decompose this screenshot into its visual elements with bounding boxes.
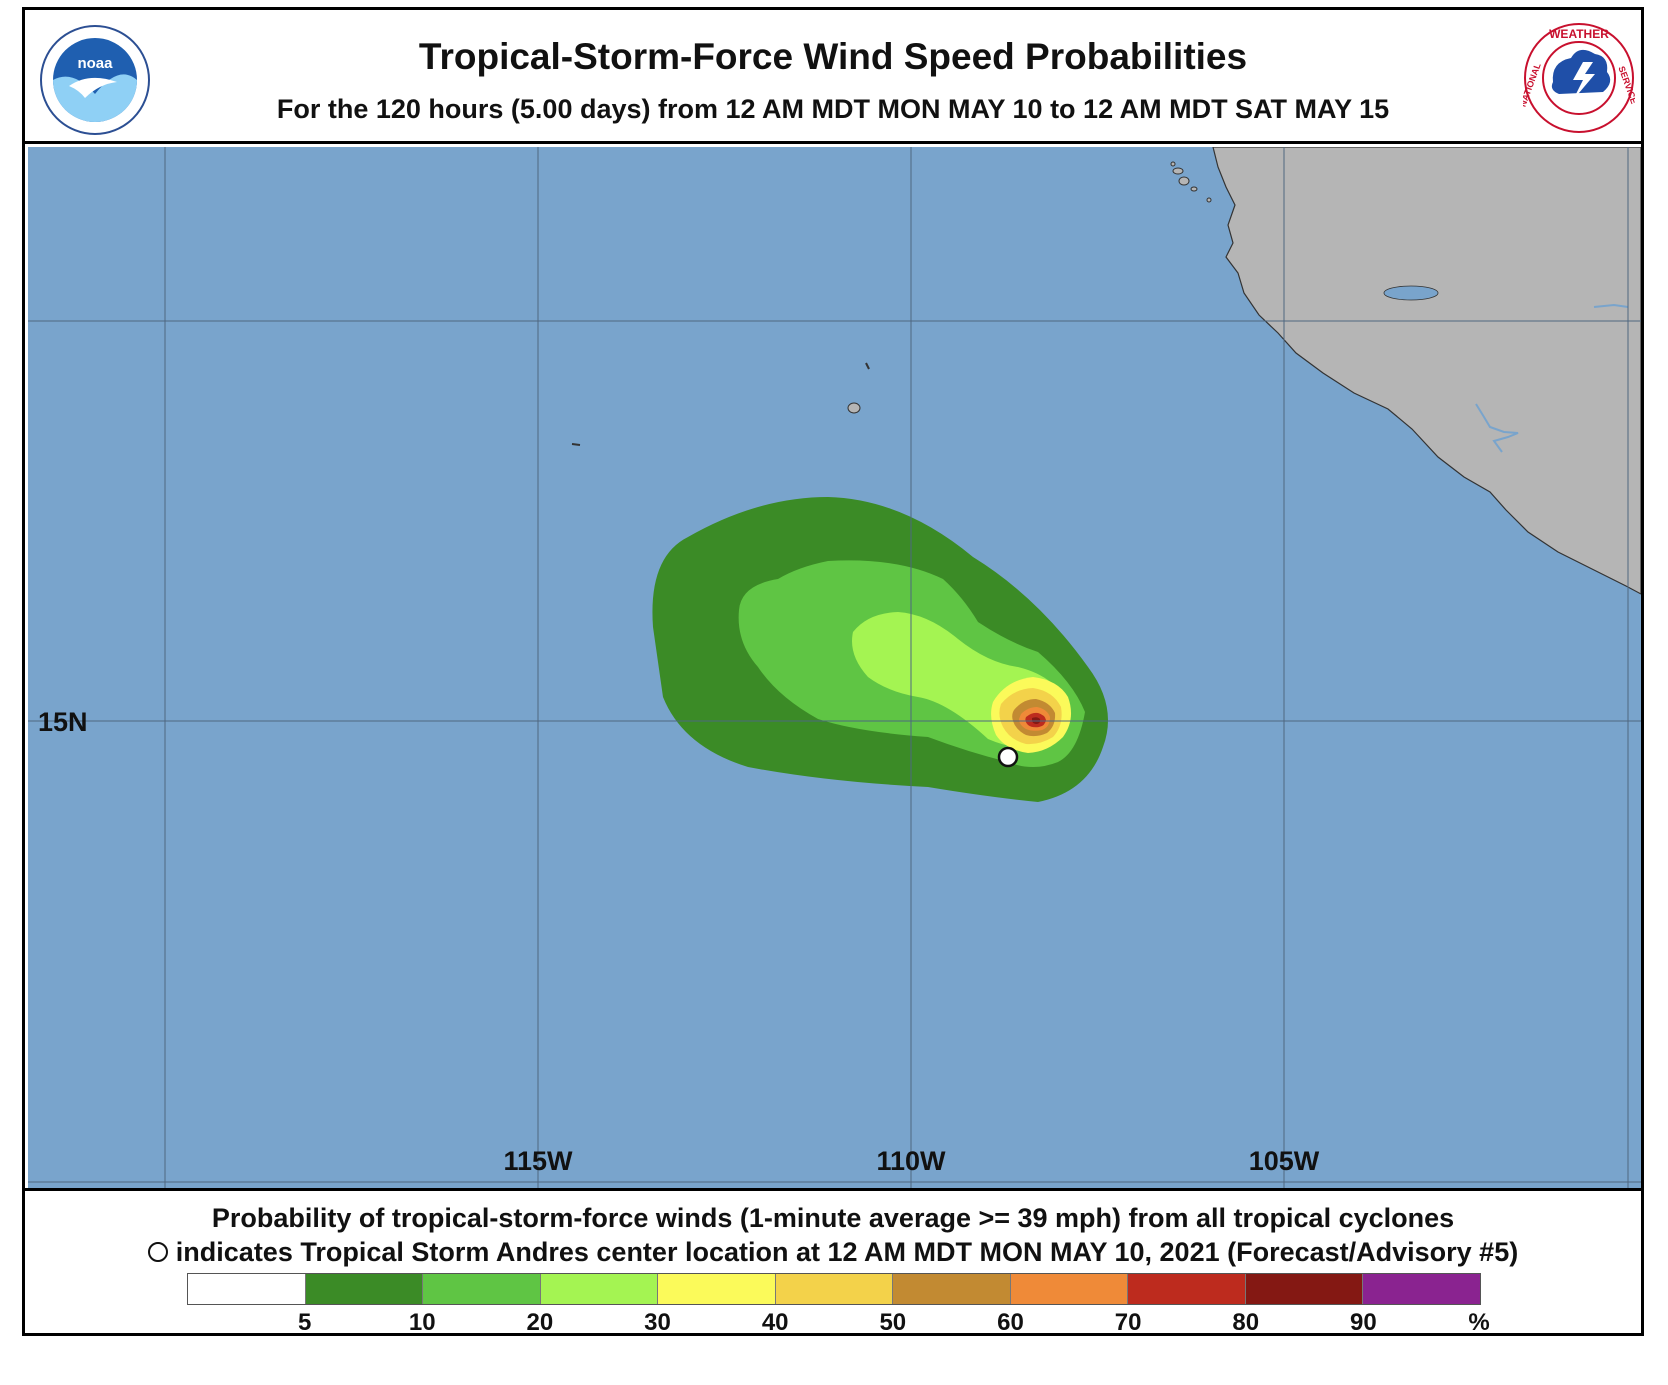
center-symbol-icon [147,1242,168,1262]
scale-tick-label: 30 [644,1309,671,1336]
footer: Probability of tropical-storm-force wind… [25,1188,1641,1336]
island-socorro [847,402,861,414]
svg-text:WEATHER: WEATHER [1549,27,1609,41]
nws-logo: WEATHER NATIONAL SERVICE [1523,23,1635,133]
scale-bin [775,1274,894,1304]
color-scale [187,1273,1481,1305]
scale-bin [188,1274,306,1304]
scale-tick-label: 80 [1232,1309,1260,1336]
map-title: Tropical-Storm-Force Wind Speed Probabil… [418,36,1248,77]
map-subtitle: For the 120 hours (5.00 days) from 12 AM… [276,94,1390,124]
island-san-benedicto [865,362,870,370]
scale-tick-label: 60 [997,1309,1024,1336]
river-2 [1593,303,1629,308]
scale-bin [1245,1274,1364,1304]
lon-label-105w: 105W [1249,1146,1320,1176]
lon-label-110w: 110W [876,1146,946,1176]
scale-tick-label: 70 [1114,1309,1142,1336]
storm-center-marker [997,746,1019,768]
island-tres-marias-3 [1190,186,1198,192]
probability-map: 15N 115W 110W 105W [28,147,1641,1188]
scale-unit-label: % [1468,1309,1490,1336]
scale-bin [893,1274,1011,1304]
island-tres-marias-1 [1172,167,1184,175]
scale-tick-label: 40 [761,1309,789,1336]
footer-center-note: indicates Tropical Storm Andres center l… [25,1237,1641,1268]
figure-frame: noaa WEATHER NATIONAL SERVICE Tropical-S… [22,7,1644,1336]
scale-tick-label: 90 [1350,1309,1377,1336]
scale-bin [658,1274,776,1304]
scale-tick-label: 10 [408,1309,436,1336]
lon-label-115w: 115W [503,1146,573,1176]
scale-bin [540,1274,659,1304]
scale-bin [1363,1274,1481,1304]
svg-text:noaa: noaa [77,55,113,72]
scale-bin [1128,1274,1246,1304]
noaa-logo: noaa [40,25,150,135]
scale-tick-label: 5 [297,1309,312,1336]
scale-tick-label: 50 [879,1309,907,1336]
island-tres-marias-4 [1206,197,1212,203]
scale-bin [1010,1274,1129,1304]
header: noaa WEATHER NATIONAL SERVICE Tropical-S… [25,10,1641,144]
island-tres-marias-5 [1170,161,1176,167]
land-mexico [1212,147,1641,595]
island-clarion [571,443,581,446]
lat-label-15n: 15N [38,707,88,737]
scale-bin [423,1274,541,1304]
river [1475,403,1519,453]
footer-description: Probability of tropical-storm-force wind… [211,1203,1455,1233]
lake-chapala [1383,285,1439,301]
scale-tick-label: 20 [526,1309,554,1336]
scale-bin [305,1274,424,1304]
footer-center-text: indicates Tropical Storm Andres center l… [175,1237,1519,1267]
island-tres-marias-2 [1178,176,1190,186]
graticule [28,147,1641,1188]
